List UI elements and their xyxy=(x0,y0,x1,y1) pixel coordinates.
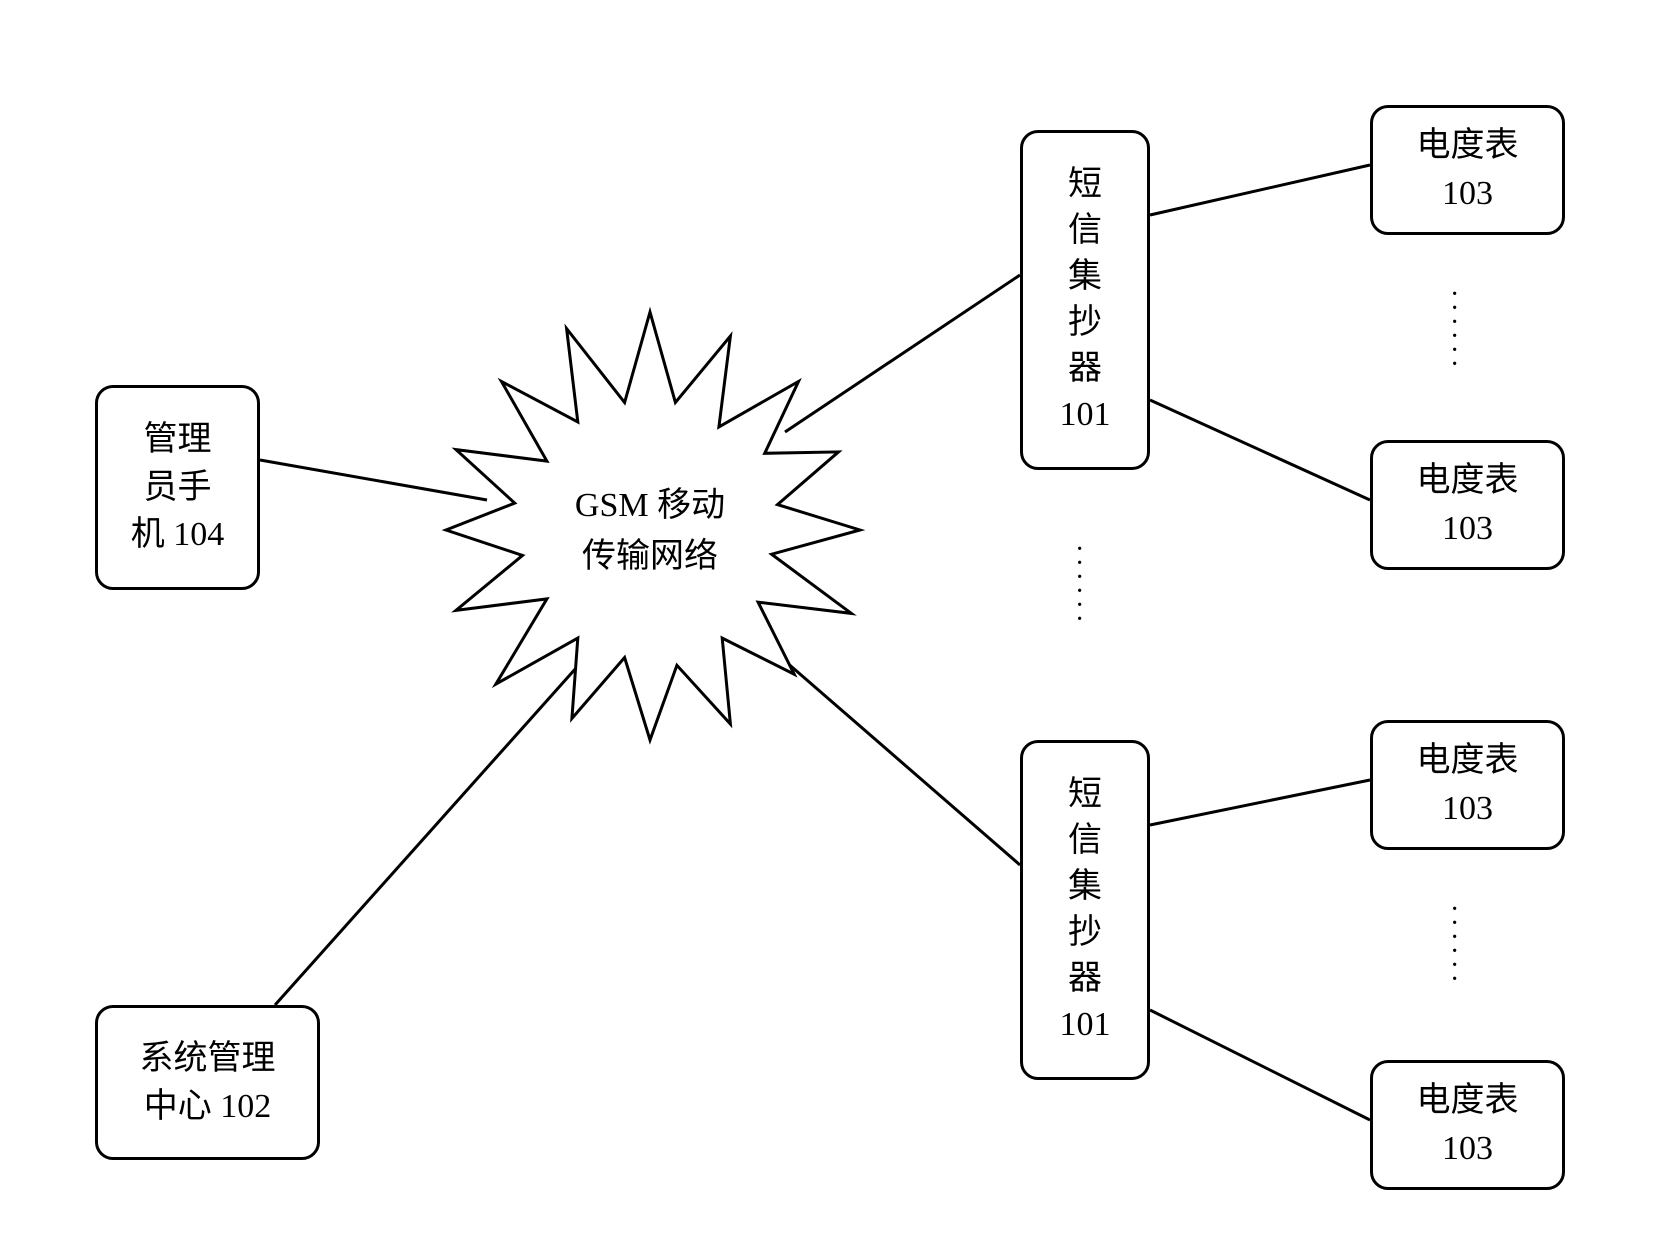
sms2-num: 101 xyxy=(1060,1002,1111,1048)
ellipsis-meters-2: ······ xyxy=(1450,900,1459,984)
gsm-line1: GSM 移动 xyxy=(530,480,770,531)
sms1-char5: 器 xyxy=(1068,346,1102,392)
admin-phone-line2: 员手 xyxy=(131,464,225,512)
sms1-num: 101 xyxy=(1060,392,1111,438)
sms2-char1: 短 xyxy=(1068,772,1102,818)
node-mgmt-center: 系统管理 中心 102 xyxy=(95,1005,320,1160)
sms1-char1: 短 xyxy=(1068,162,1102,208)
ellipsis-meters-1: ······ xyxy=(1450,285,1459,369)
meter-2b-l2: 103 xyxy=(1417,1125,1519,1173)
sms1-char3: 集 xyxy=(1068,254,1102,300)
node-admin-phone: 管理 员手 机 104 xyxy=(95,385,260,590)
sms1-char4: 抄 xyxy=(1068,300,1102,346)
meter-1a-l2: 103 xyxy=(1417,170,1519,218)
mgmt-center-line2: 中心 102 xyxy=(140,1083,276,1131)
meter-1b-l1: 电度表 xyxy=(1417,457,1519,505)
gsm-line2: 传输网络 xyxy=(530,531,770,582)
mgmt-center-line1: 系统管理 xyxy=(140,1035,276,1083)
node-meter-1b: 电度表 103 xyxy=(1370,440,1565,570)
meter-2b-l1: 电度表 xyxy=(1417,1077,1519,1125)
node-meter-2b: 电度表 103 xyxy=(1370,1060,1565,1190)
meter-2a-l1: 电度表 xyxy=(1417,737,1519,785)
sms2-char2: 信 xyxy=(1068,818,1102,864)
meter-1b-l2: 103 xyxy=(1417,505,1519,553)
ellipsis-collectors: ······ xyxy=(1075,540,1084,624)
node-sms-collector-1: 短 信 集 抄 器 101 xyxy=(1020,130,1150,470)
node-gsm-cloud-label: GSM 移动 传输网络 xyxy=(530,480,770,582)
meter-2a-l2: 103 xyxy=(1417,785,1519,833)
admin-phone-line3: 机 104 xyxy=(131,511,225,559)
admin-phone-line1: 管理 xyxy=(131,416,225,464)
sms1-char2: 信 xyxy=(1068,208,1102,254)
node-sms-collector-2: 短 信 集 抄 器 101 xyxy=(1020,740,1150,1080)
sms2-char3: 集 xyxy=(1068,864,1102,910)
sms2-char4: 抄 xyxy=(1068,910,1102,956)
sms2-char5: 器 xyxy=(1068,956,1102,1002)
meter-1a-l1: 电度表 xyxy=(1417,122,1519,170)
node-meter-2a: 电度表 103 xyxy=(1370,720,1565,850)
node-meter-1a: 电度表 103 xyxy=(1370,105,1565,235)
